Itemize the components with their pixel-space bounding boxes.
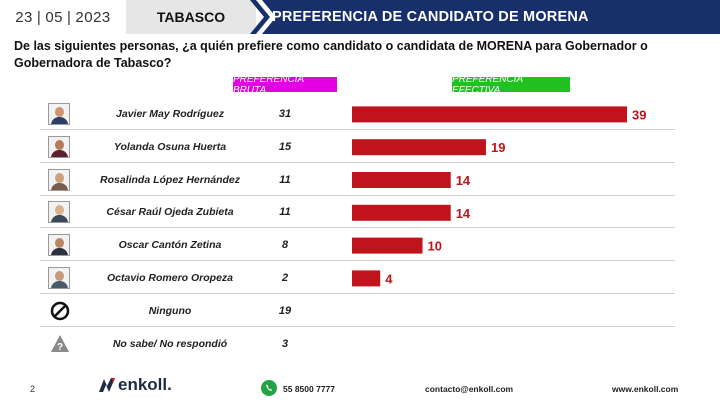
candidate-name: Rosalinda López Hernández <box>99 173 241 186</box>
bruta-value: 2 <box>281 272 289 284</box>
row-divider <box>40 227 675 229</box>
header-date: 23 | 05 | 2023 <box>0 0 126 34</box>
bruta-value: 3 <box>281 337 289 350</box>
row-divider <box>40 194 675 196</box>
survey-question: De las siguientes personas, ¿a quién pre… <box>14 39 648 70</box>
contact-email[interactable]: contacto@enkoll.com <box>425 384 514 394</box>
prohibited-icon <box>50 301 70 321</box>
row-divider <box>40 293 675 294</box>
title-banner: PREFERENCIA DE CANDIDATO DE MORENA <box>250 0 720 34</box>
row-divider <box>40 325 675 327</box>
row-divider <box>40 260 675 262</box>
bruta-value: 15 <box>278 140 292 153</box>
question-mark-icon: ? <box>51 334 69 353</box>
table-row: ? No sabe/ No respondió 3 <box>40 328 675 360</box>
website-link[interactable]: www.enkoll.com <box>612 384 679 394</box>
bruta-value: 19 <box>278 304 292 317</box>
date-day: 23 <box>15 8 33 26</box>
candidate-name: Ninguno <box>148 304 192 317</box>
person-photo-icon <box>48 135 70 158</box>
enkoll-logo: enkoll. <box>98 374 172 396</box>
title-banner-shape <box>250 0 720 34</box>
bruta-value: 11 <box>279 173 291 186</box>
table-row: Rosalinda López Hernández 11 <box>40 164 675 196</box>
page-title: PREFERENCIA DE CANDIDATO DE MORENA <box>272 9 589 25</box>
row-divider <box>40 161 675 163</box>
page-number: 2 <box>30 384 36 394</box>
table-row: Oscar Cantón Zetina 8 <box>40 229 675 262</box>
bruta-value: 8 <box>281 239 289 252</box>
candidate-name: Javier May Rodríguez <box>116 108 224 120</box>
table-row: César Raúl Ojeda Zubieta 11 <box>40 196 675 229</box>
date-year: 2023 <box>75 8 111 26</box>
person-photo-icon <box>48 168 70 191</box>
preferencia-efectiva-label: PREFERENCIA EFECTIVA <box>452 74 570 96</box>
date-month: 05 <box>45 8 63 26</box>
svg-text:?: ? <box>57 342 63 353</box>
candidate-name: Octavio Romero Oropeza <box>106 272 234 284</box>
candidate-name: No sabe/ No respondió <box>112 337 228 350</box>
brand-name: enkoll. <box>118 375 172 394</box>
person-photo-icon <box>48 234 70 257</box>
person-photo-icon <box>48 267 70 289</box>
bruta-value: 11 <box>279 206 291 219</box>
enkoll-logo-mark-icon <box>99 378 115 392</box>
bruta-value: 31 <box>278 108 292 120</box>
phone-number: 55 8500 7777 <box>283 384 335 394</box>
candidate-name: César Raúl Ojeda Zubieta <box>106 206 234 219</box>
whatsapp-icon <box>261 380 277 396</box>
table-row: Octavio Romero Oropeza 2 <box>40 262 675 294</box>
candidate-name: Yolanda Osuna Huerta <box>113 140 227 153</box>
person-photo-icon <box>48 103 70 125</box>
person-photo-icon <box>48 201 70 224</box>
header-bar: 23 | 05 | 2023 TABASCO PREFERENCIA DE CA… <box>0 0 720 34</box>
candidate-name: Oscar Cantón Zetina <box>118 239 222 252</box>
preferencia-bruta-label: PREFERENCIA BRUTA <box>233 74 337 96</box>
table-row: Javier May Rodríguez 31 <box>40 98 675 130</box>
date-separator: | <box>36 8 42 26</box>
state-label: TABASCO <box>126 0 256 34</box>
table-row: Yolanda Osuna Huerta 15 <box>40 131 675 163</box>
date-separator: | <box>67 8 72 26</box>
table-row: Ninguno 19 <box>40 295 675 327</box>
row-divider <box>40 129 675 130</box>
